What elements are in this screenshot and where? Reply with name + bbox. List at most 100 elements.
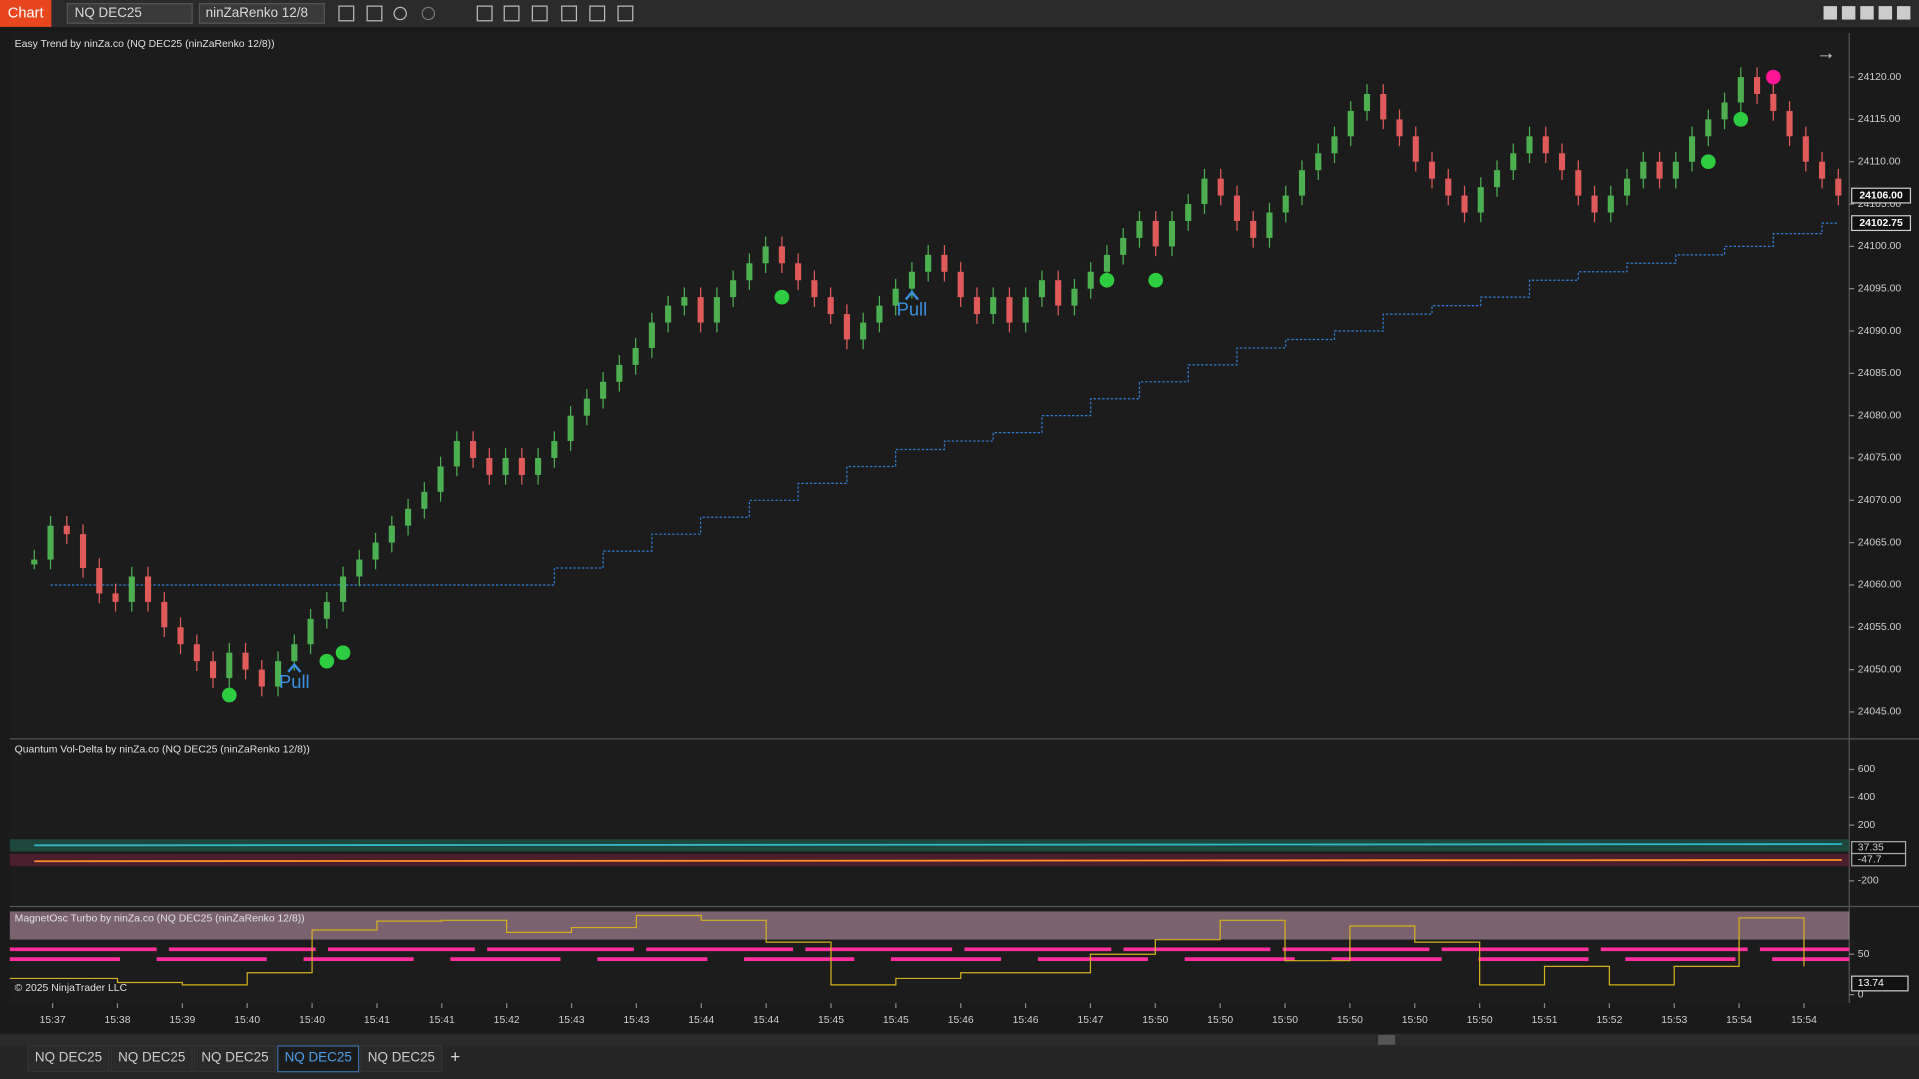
window-buttons[interactable] xyxy=(1823,6,1911,20)
price-marker-label: 24102.75 xyxy=(1859,218,1903,229)
signal-dot xyxy=(221,687,237,703)
x-tick-label: 15:50 xyxy=(1402,1015,1428,1026)
price-marker xyxy=(1851,187,1912,204)
candle xyxy=(567,415,574,442)
tab-label: NQ DEC25 xyxy=(368,1050,435,1065)
y-tick-label: 24055.00 xyxy=(1858,622,1902,633)
x-tick-label: 15:51 xyxy=(1531,1015,1557,1026)
candle xyxy=(1396,119,1403,137)
candle xyxy=(421,491,428,509)
candle xyxy=(1754,77,1761,94)
candle xyxy=(1038,280,1045,298)
candle xyxy=(405,508,412,526)
x-tick-label: 15:40 xyxy=(234,1015,260,1026)
x-tick-label: 15:37 xyxy=(40,1015,66,1026)
candle xyxy=(1022,297,1029,323)
candle xyxy=(1672,161,1679,179)
candle xyxy=(843,314,850,340)
candle xyxy=(1331,136,1338,154)
candle xyxy=(47,525,54,560)
candle xyxy=(1152,220,1159,247)
candle xyxy=(583,398,590,416)
toolbar-icons[interactable] xyxy=(338,5,634,22)
annotation: Pull xyxy=(279,671,310,692)
candle xyxy=(1380,93,1387,120)
candle xyxy=(600,381,607,399)
candle xyxy=(1428,161,1436,179)
candle xyxy=(1266,212,1273,238)
candle xyxy=(1315,153,1322,171)
candle xyxy=(730,280,737,298)
tab[interactable] xyxy=(27,1045,110,1073)
trail-line xyxy=(50,222,1839,586)
candle xyxy=(356,559,363,577)
candle xyxy=(323,601,330,619)
instrument-select[interactable] xyxy=(66,3,193,24)
scroll-thumb[interactable] xyxy=(1378,1034,1396,1045)
tab[interactable] xyxy=(110,1045,193,1073)
candle xyxy=(746,263,753,281)
candle xyxy=(1282,195,1289,213)
y-tick-label: 600 xyxy=(1858,764,1876,775)
scrollbar[interactable] xyxy=(0,1033,1919,1046)
tab-label: NQ DEC25 xyxy=(118,1050,185,1065)
candle xyxy=(1201,178,1208,205)
app-tab-label: Chart xyxy=(8,5,44,21)
x-tick-label: 15:54 xyxy=(1726,1015,1752,1026)
candle xyxy=(1575,170,1582,196)
scroll-arrow[interactable]: → xyxy=(1816,42,1836,64)
candle xyxy=(291,644,298,662)
x-tick-label: 15:45 xyxy=(818,1015,844,1026)
candle xyxy=(63,525,70,535)
candle xyxy=(1250,220,1257,238)
x-tick-label: 15:38 xyxy=(104,1015,130,1026)
y-tick-label: 24075.00 xyxy=(1858,453,1902,464)
candle xyxy=(470,441,477,458)
candle xyxy=(1835,178,1842,196)
tab-label: NQ DEC25 xyxy=(35,1050,102,1065)
x-tick-label: 15:50 xyxy=(1142,1015,1168,1026)
candle xyxy=(957,271,964,298)
candle xyxy=(1526,136,1533,154)
candle xyxy=(1510,153,1517,171)
candle xyxy=(535,457,542,475)
candle xyxy=(486,457,493,475)
tab[interactable] xyxy=(277,1045,360,1073)
app-tab[interactable] xyxy=(0,0,52,27)
tab[interactable] xyxy=(193,1045,276,1073)
signal-dot xyxy=(1700,154,1716,170)
x-tick-label: 15:42 xyxy=(494,1015,520,1026)
x-tick-label: 15:50 xyxy=(1272,1015,1298,1026)
candle xyxy=(31,559,38,565)
x-tick-label: 15:54 xyxy=(1791,1015,1817,1026)
candle xyxy=(632,347,639,365)
candle xyxy=(762,246,769,264)
x-tick-label: 15:41 xyxy=(429,1015,455,1026)
y-tick-label: 200 xyxy=(1858,820,1876,831)
candle xyxy=(1640,161,1647,179)
candle xyxy=(1233,195,1241,221)
candle xyxy=(372,542,379,560)
candle xyxy=(648,322,655,348)
candle xyxy=(1087,271,1094,289)
add-tab[interactable]: + xyxy=(450,1047,460,1067)
signal-dot xyxy=(1099,272,1115,288)
candle xyxy=(973,297,980,315)
candle xyxy=(665,305,672,323)
candle xyxy=(925,254,932,272)
tab[interactable] xyxy=(360,1045,443,1073)
candle xyxy=(1006,297,1013,323)
candle xyxy=(177,627,184,645)
candle xyxy=(161,601,168,628)
signal-dot xyxy=(1148,272,1164,288)
y-tick-label: 24110.00 xyxy=(1858,156,1901,167)
candle xyxy=(1705,119,1712,137)
candle xyxy=(1477,187,1484,213)
vol-panel xyxy=(9,740,1850,906)
signal-dot xyxy=(1733,112,1749,127)
panel-title: Quantum Vol-Delta by ninZa.co (NQ DEC25 … xyxy=(15,745,310,756)
candle xyxy=(1185,204,1192,221)
panel-title: MagnetOsc Turbo by ninZa.co (NQ DEC25 (n… xyxy=(15,913,305,924)
bar-type-select[interactable] xyxy=(198,3,325,24)
